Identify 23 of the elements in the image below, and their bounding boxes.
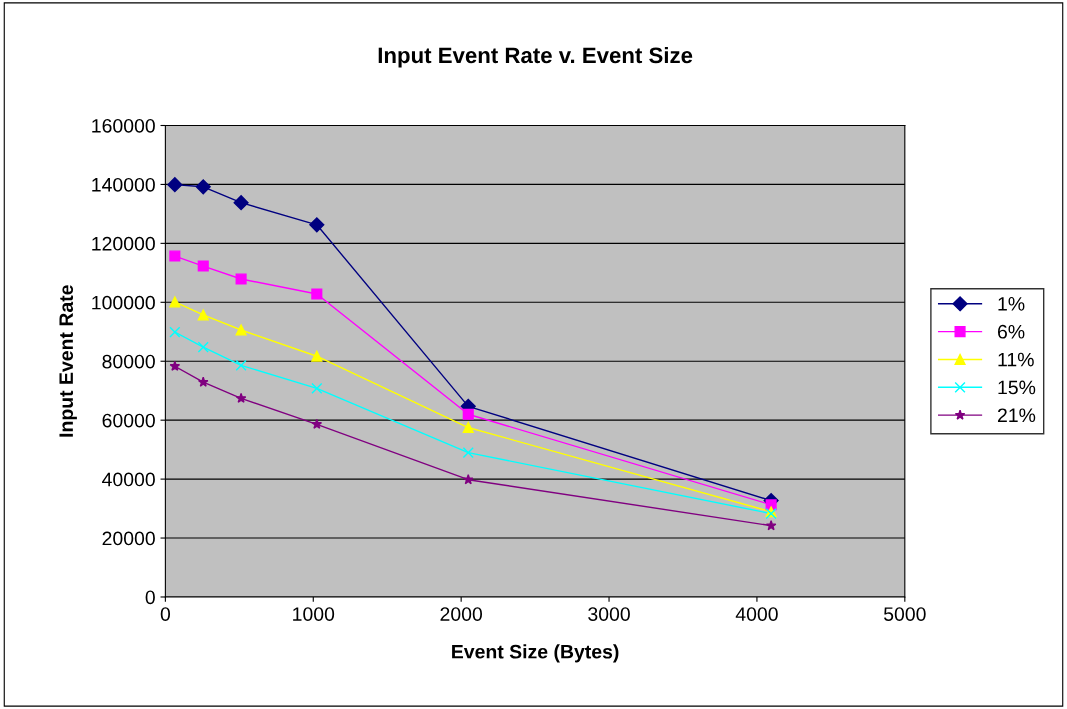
y-tick-label: 140000 <box>92 177 155 192</box>
x-tick-label: 2000 <box>440 607 483 621</box>
y-tick-label: 100000 <box>92 295 155 310</box>
legend-label: 15% <box>998 380 1036 395</box>
y-axis-title: Input Event Rate <box>59 285 77 437</box>
y-tick-label: 20000 <box>102 531 155 546</box>
y-tick-label: 120000 <box>92 236 155 251</box>
y-tick-label: 80000 <box>102 354 155 369</box>
y-tick-label: 160000 <box>92 118 155 133</box>
x-axis-title: Event Size (Bytes) <box>452 644 619 663</box>
x-tick-label: 0 <box>160 607 171 621</box>
legend-label: 21% <box>997 408 1036 423</box>
legend-label: 11% <box>998 352 1034 367</box>
x-tick-label: 3000 <box>588 607 630 621</box>
x-tick-label: 1000 <box>293 607 335 621</box>
x-tick-label: 4000 <box>735 607 778 621</box>
x-tick-label: 5000 <box>883 607 926 621</box>
legend-label: 6% <box>997 324 1025 339</box>
y-tick-label: 40000 <box>102 472 155 487</box>
y-tick-label: 60000 <box>102 413 155 428</box>
y-tick-label: 0 <box>145 590 155 605</box>
legend-label: 1% <box>998 297 1025 311</box>
chart-title: Input Event Rate v. Event Size <box>378 46 693 68</box>
